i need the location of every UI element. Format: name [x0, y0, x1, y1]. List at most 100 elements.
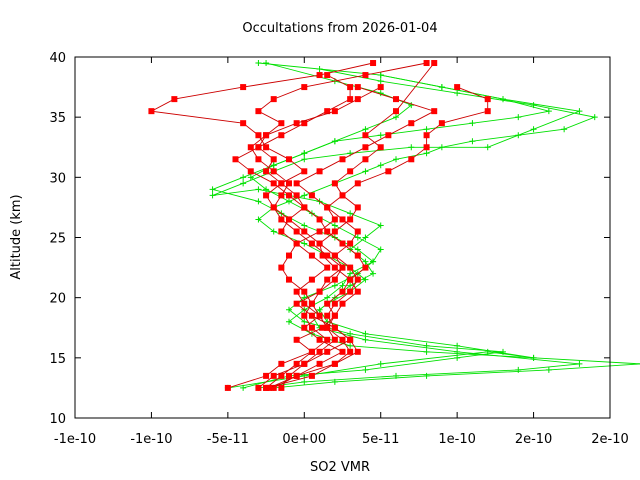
data-point: [224, 384, 231, 391]
data-point: [286, 180, 292, 187]
data-point: [331, 282, 338, 289]
data-point: [347, 288, 354, 295]
data-point: [500, 96, 506, 103]
data-point: [270, 162, 277, 169]
data-point: [278, 192, 285, 199]
data-point: [324, 300, 331, 307]
data-point: [423, 372, 430, 379]
y-tick-label: 40: [49, 51, 66, 66]
data-point: [377, 90, 384, 97]
series-profile-c: [255, 60, 430, 391]
y-axis-ticks: 10 15 20 25 30 35 40: [49, 51, 610, 427]
data-point: [331, 324, 338, 331]
data-point: [293, 372, 300, 379]
data-point: [301, 300, 308, 307]
data-point: [263, 186, 270, 193]
data-point: [515, 366, 522, 373]
data-point: [324, 312, 331, 319]
data-point: [347, 210, 354, 217]
data-point: [293, 288, 300, 295]
data-point: [255, 156, 262, 163]
x-tick-label: 2e-10: [591, 432, 629, 447]
data-point: [209, 186, 216, 193]
data-point: [301, 228, 308, 235]
data-point: [370, 258, 377, 265]
data-point: [278, 120, 285, 127]
data-point: [561, 126, 568, 133]
data-point: [331, 336, 338, 343]
data-point: [484, 108, 491, 115]
data-point: [240, 180, 247, 187]
data-point: [324, 324, 331, 331]
data-point: [347, 330, 354, 337]
data-point: [354, 180, 361, 187]
data-point: [454, 354, 461, 361]
data-point: [308, 276, 315, 283]
data-point: [301, 120, 308, 127]
plot-frame: [74, 56, 611, 419]
data-point: [278, 360, 285, 367]
data-point: [324, 228, 331, 235]
data-point: [263, 144, 270, 151]
data-point: [301, 324, 308, 331]
data-point: [263, 384, 270, 391]
data-point: [263, 60, 270, 67]
data-point: [339, 192, 346, 199]
data-point: [232, 156, 239, 163]
data-point: [255, 186, 262, 193]
data-point: [286, 372, 292, 379]
data-point: [354, 204, 361, 211]
data-point: [576, 108, 583, 115]
data-point: [255, 108, 262, 115]
data-point: [270, 228, 277, 235]
x-axis-label: SO2 VMR: [310, 460, 370, 475]
data-point: [247, 144, 254, 151]
data-point: [331, 252, 338, 259]
data-point: [393, 108, 399, 115]
data-point: [255, 384, 262, 391]
data-point: [347, 96, 354, 103]
data-point: [286, 306, 292, 313]
data-point: [362, 132, 369, 139]
data-point: [354, 246, 361, 253]
data-point: [423, 150, 430, 157]
data-point: [270, 372, 277, 379]
data-point: [423, 342, 430, 349]
data-point: [286, 216, 292, 223]
x-tick-label: 2e-10: [515, 432, 553, 447]
data-point: [255, 216, 262, 223]
data-point: [286, 198, 292, 205]
data-point: [347, 342, 354, 349]
data-point: [270, 96, 277, 103]
data-point: [423, 132, 430, 139]
x-tick-label: 0e+00: [282, 432, 326, 447]
series-line: [149, 62, 374, 389]
data-point: [637, 363, 640, 365]
data-point: [270, 180, 277, 187]
data-point: [362, 258, 369, 265]
data-point: [240, 384, 247, 391]
data-point: [393, 156, 399, 163]
data-point: [255, 60, 262, 67]
y-tick-label: 30: [49, 171, 66, 186]
data-point: [270, 204, 277, 211]
data-point: [484, 96, 491, 103]
data-point: [354, 252, 361, 259]
data-point: [354, 276, 361, 283]
y-tick-label: 10: [49, 412, 66, 427]
data-point: [278, 132, 285, 139]
data-point: [377, 222, 384, 229]
data-point: [339, 240, 346, 247]
data-point: [347, 264, 354, 271]
data-point: [484, 144, 491, 151]
data-point: [240, 84, 247, 91]
data-point: [370, 60, 377, 67]
data-point: [423, 348, 430, 355]
data-point: [347, 348, 354, 355]
data-point: [331, 300, 338, 307]
data-point: [354, 96, 361, 103]
data-point: [301, 156, 308, 163]
y-axis-label: Altitude (km): [9, 194, 24, 279]
data-point: [301, 312, 308, 319]
data-point: [293, 192, 300, 199]
